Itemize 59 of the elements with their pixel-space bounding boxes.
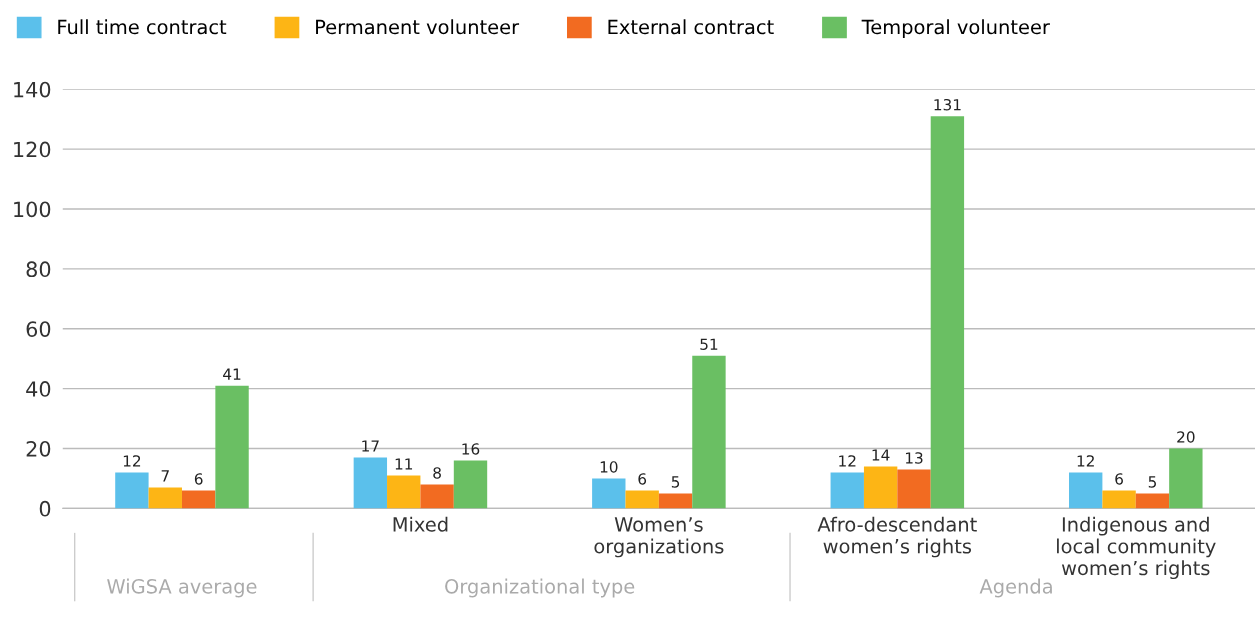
y-tick-label: 20 xyxy=(26,440,51,457)
bar xyxy=(1102,490,1136,509)
y-tick-label: 80 xyxy=(26,261,51,278)
data-label: 7 xyxy=(161,470,169,482)
legend-label: Temporal volunteer xyxy=(861,19,1050,39)
data-label: 5 xyxy=(671,476,680,488)
data-label: 17 xyxy=(362,440,379,452)
legend-label: Full time contract xyxy=(58,19,227,35)
data-label: 131 xyxy=(934,98,961,111)
y-tick-label: 100 xyxy=(14,201,51,218)
bar xyxy=(387,475,421,509)
bar xyxy=(592,478,626,509)
bar xyxy=(115,472,149,509)
data-label: 51 xyxy=(700,338,718,350)
bar xyxy=(1069,472,1103,509)
bar xyxy=(658,493,693,509)
legend-label: Permanent volunteer xyxy=(316,19,520,35)
y-tick-label: 120 xyxy=(14,141,51,158)
x-tick-label: Afro-descendant women’s rights xyxy=(817,516,977,558)
bar xyxy=(420,484,454,509)
bar xyxy=(1169,448,1203,509)
x-tick-label: Indigenous and local community women’s rights xyxy=(1057,516,1216,580)
bar xyxy=(625,490,659,509)
bar xyxy=(453,460,488,509)
bar xyxy=(148,487,182,509)
y-tick-label: 0 xyxy=(39,500,51,517)
bar xyxy=(181,490,216,509)
legend-label: External contract xyxy=(608,19,774,35)
data-label: 6 xyxy=(1115,473,1123,485)
data-label: 14 xyxy=(872,449,890,461)
bar xyxy=(897,469,931,509)
bar xyxy=(215,385,249,509)
data-label: 41 xyxy=(223,368,241,380)
data-label: 6 xyxy=(638,473,647,485)
data-label: 12 xyxy=(1077,455,1094,467)
data-label: 5 xyxy=(1148,476,1156,488)
bar xyxy=(1135,493,1170,509)
data-label: 11 xyxy=(395,458,413,470)
data-label: 12 xyxy=(839,455,856,467)
data-label: 13 xyxy=(905,452,923,464)
data-label: 6 xyxy=(194,473,203,485)
bar xyxy=(353,457,388,509)
bar xyxy=(863,466,898,509)
data-label: 20 xyxy=(1177,431,1195,443)
y-tick-label: 60 xyxy=(26,321,51,337)
x-tick-label: Women’s organizations xyxy=(594,517,724,558)
data-label: 16 xyxy=(462,443,480,455)
data-label: 12 xyxy=(123,455,141,467)
bar xyxy=(692,355,726,509)
data-label: 8 xyxy=(433,467,441,479)
text: Agenda xyxy=(979,578,1052,598)
text: Organizational type xyxy=(445,578,635,598)
x-tick-label: Mixed xyxy=(393,516,448,532)
text: WiGSA average xyxy=(107,578,257,598)
data-label: 10 xyxy=(600,461,618,473)
y-tick-label: 40 xyxy=(26,381,51,397)
y-tick-label: 140 xyxy=(14,81,51,98)
bar xyxy=(930,116,965,509)
bar xyxy=(830,472,864,509)
